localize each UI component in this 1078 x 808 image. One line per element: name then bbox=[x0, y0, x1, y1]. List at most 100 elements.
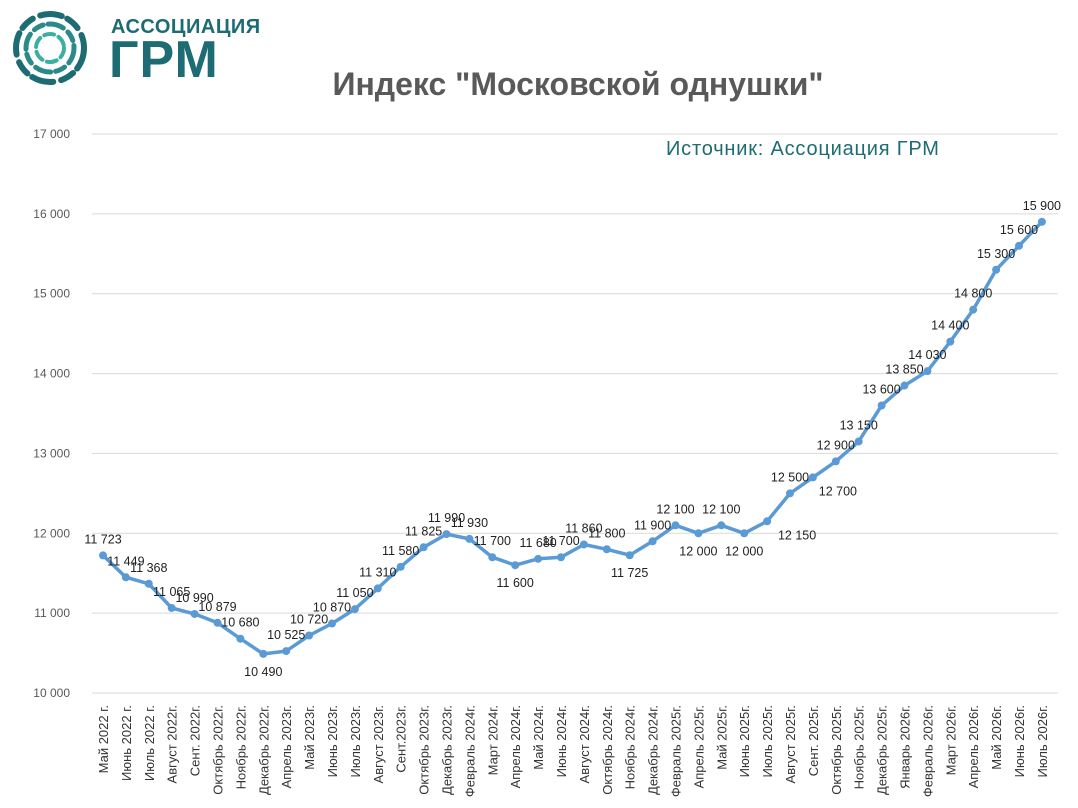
data-point bbox=[923, 367, 932, 376]
data-point bbox=[900, 381, 909, 390]
data-point bbox=[992, 265, 1001, 274]
x-tick-label: Декабрь 2023г. bbox=[440, 705, 455, 795]
x-tick-label: Август 2024г. bbox=[577, 705, 592, 783]
x-tick-label: Май 2024г. bbox=[531, 705, 546, 770]
x-tick-label: Май 2026г. bbox=[989, 705, 1004, 770]
data-point bbox=[190, 609, 199, 618]
x-tick-label: Май 2025г. bbox=[714, 705, 729, 770]
data-point bbox=[831, 457, 840, 466]
x-tick-label: Апрель 2023г. bbox=[279, 705, 294, 788]
data-label: 10 720 bbox=[290, 613, 328, 627]
data-points bbox=[99, 217, 1046, 658]
data-label: 11 700 bbox=[474, 534, 511, 548]
x-tick-label: Июнь 2025г. bbox=[737, 705, 752, 777]
data-point bbox=[167, 603, 176, 612]
x-tick-label: Июль 2025г. bbox=[760, 705, 775, 777]
data-point bbox=[144, 579, 153, 588]
data-point bbox=[121, 573, 130, 582]
data-point bbox=[602, 545, 611, 554]
x-tick-label: Июнь 2023г. bbox=[325, 705, 340, 777]
data-label: 11 310 bbox=[359, 565, 396, 579]
x-tick-label: Ноябрь 2022г. bbox=[233, 705, 248, 789]
data-label: 11 725 bbox=[611, 566, 648, 580]
x-tick-label: Декабрь 2022г. bbox=[256, 705, 271, 795]
data-point bbox=[442, 530, 451, 539]
y-tick-label: 11 000 bbox=[34, 606, 70, 620]
x-tick-label: Август 2022г. bbox=[165, 705, 180, 783]
data-point bbox=[259, 649, 268, 658]
data-point bbox=[557, 553, 565, 562]
logo-rings-icon bbox=[13, 11, 87, 85]
data-point bbox=[1015, 241, 1023, 250]
data-label: 15 600 bbox=[1000, 223, 1038, 237]
source-note: Источник: Ассоциация ГРМ bbox=[666, 138, 940, 160]
data-point bbox=[877, 401, 886, 410]
data-label: 11 700 bbox=[542, 534, 579, 548]
x-tick-label: Июнь 2026г. bbox=[1012, 705, 1027, 777]
data-point bbox=[465, 534, 474, 543]
data-label: 12 000 bbox=[679, 544, 717, 558]
data-point bbox=[786, 489, 794, 498]
data-label: 11 600 bbox=[497, 576, 534, 590]
data-point bbox=[763, 517, 772, 526]
data-label: 14 400 bbox=[931, 319, 969, 333]
data-label: 12 150 bbox=[778, 528, 816, 542]
x-tick-label: Февраль 2026г. bbox=[920, 705, 935, 797]
y-tick-label: 10 000 bbox=[33, 686, 70, 700]
data-label: 13 850 bbox=[885, 363, 923, 377]
x-tick-label: Октябрь 2022г. bbox=[211, 705, 226, 795]
x-tick-label: Октябрь 2024г. bbox=[600, 705, 615, 795]
data-label: 11 900 bbox=[634, 518, 671, 532]
x-tick-label: Сент. 2025г. bbox=[806, 705, 821, 776]
data-point bbox=[282, 647, 291, 656]
data-point bbox=[511, 561, 520, 570]
data-point bbox=[625, 551, 634, 560]
data-label: 11 680 bbox=[519, 536, 556, 550]
data-label: 11 580 bbox=[382, 544, 419, 558]
data-label: 14 030 bbox=[908, 348, 946, 362]
data-label: 11 800 bbox=[588, 526, 625, 540]
data-point bbox=[396, 562, 405, 571]
data-point bbox=[671, 521, 680, 530]
data-point bbox=[99, 551, 107, 560]
data-point bbox=[946, 337, 955, 346]
x-tick-label: Июль 2022 г. bbox=[142, 705, 157, 781]
data-label: 12 000 bbox=[725, 544, 763, 558]
data-point bbox=[328, 619, 336, 628]
y-tick-label: 17 000 bbox=[33, 127, 70, 141]
data-label: 14 800 bbox=[954, 287, 992, 301]
data-point bbox=[717, 521, 726, 530]
x-tick-label: Июнь 2024г. bbox=[554, 705, 569, 777]
data-label: 10 870 bbox=[313, 601, 351, 615]
data-label: 10 680 bbox=[221, 616, 259, 630]
data-label: 15 300 bbox=[977, 247, 1015, 261]
x-tick-label: Ноябрь 2024г. bbox=[623, 705, 638, 789]
x-tick-label: Апрель 2025г. bbox=[691, 705, 706, 788]
data-label: 11 050 bbox=[336, 586, 373, 600]
x-tick-label: Март 2026г. bbox=[943, 705, 958, 775]
data-label: 11 825 bbox=[405, 524, 442, 538]
y-tick-label: 16 000 bbox=[33, 207, 70, 221]
data-label: 11 065 bbox=[153, 585, 190, 599]
data-label: 15 900 bbox=[1023, 199, 1061, 213]
data-label: 11 368 bbox=[130, 561, 167, 575]
data-label: 12 700 bbox=[819, 484, 857, 498]
gridlines bbox=[92, 133, 1058, 694]
data-point bbox=[350, 605, 359, 614]
data-point bbox=[1037, 217, 1046, 226]
data-label: 10 879 bbox=[198, 600, 236, 614]
data-label: 10 990 bbox=[175, 591, 213, 605]
data-point bbox=[694, 529, 703, 538]
data-label: 11 930 bbox=[451, 516, 488, 530]
x-tick-label: Март 2024г. bbox=[485, 705, 500, 775]
x-tick-label: Июнь 2022 г. bbox=[119, 705, 134, 781]
data-point bbox=[854, 437, 863, 446]
y-tick-label: 14 000 bbox=[33, 367, 70, 381]
data-point bbox=[969, 305, 978, 314]
x-tick-label: Октябрь 2023г. bbox=[417, 705, 432, 795]
y-tick-label: 15 000 bbox=[33, 287, 70, 301]
data-point bbox=[213, 618, 222, 627]
data-label: 11 860 bbox=[565, 521, 602, 535]
x-tick-label: Апрель 2024г. bbox=[508, 705, 523, 788]
